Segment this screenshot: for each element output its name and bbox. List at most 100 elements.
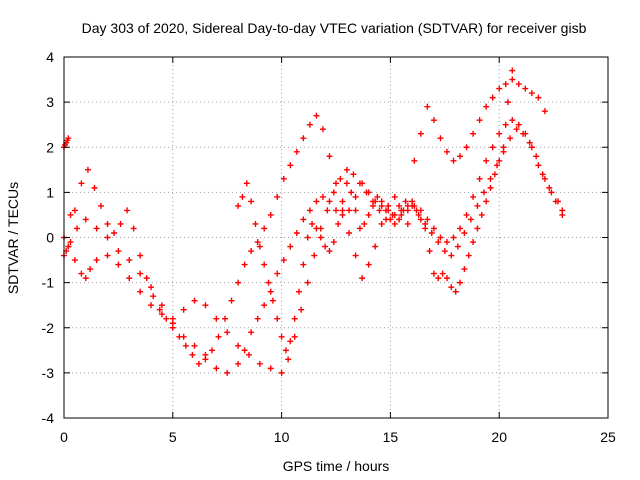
data-point [274,270,281,277]
data-point [483,103,490,110]
data-point [457,279,464,286]
data-point [404,220,411,227]
data-point [287,338,294,345]
data-point [93,257,100,264]
data-point [424,216,431,223]
data-point [104,252,111,259]
data-point [509,67,516,74]
data-point [93,225,100,232]
data-point [520,130,527,137]
data-point [282,347,289,354]
data-point [306,121,313,128]
data-point [450,157,457,164]
data-point [522,85,529,92]
data-point [248,329,255,336]
data-point [224,329,231,336]
data-point [191,297,198,304]
data-point [298,306,305,313]
data-point [383,207,390,214]
y-tick-label: -3 [42,365,55,381]
y-tick-label: 3 [46,94,54,110]
data-point [502,121,509,128]
data-point [326,248,333,255]
data-point [346,207,353,214]
data-point [280,175,287,182]
data-point [300,216,307,223]
data-point [496,157,503,164]
data-point [115,248,122,255]
chart-title: Day 303 of 2020, Sidereal Day-to-day VTE… [82,20,587,36]
x-tick-label: 25 [600,429,616,445]
data-point [461,229,468,236]
data-point [337,175,344,182]
data-point [528,90,535,97]
y-tick-label: 4 [46,49,54,65]
data-point [309,220,316,227]
data-point [489,144,496,151]
data-point [391,220,398,227]
data-point [130,225,137,232]
y-tick-label: 1 [46,184,54,200]
data-point [533,153,540,160]
data-point [241,347,248,354]
data-point [491,171,498,178]
data-point [372,243,379,250]
data-point [548,189,555,196]
data-point [496,130,503,137]
series-track-a [61,117,566,376]
data-point [430,270,437,277]
data-point [67,239,74,246]
data-point [158,302,165,309]
data-point [463,144,470,151]
data-point [254,315,261,322]
data-point [285,356,292,363]
data-point [156,306,163,313]
data-point [169,324,176,331]
data-point [415,211,422,218]
data-point [378,220,385,227]
data-point [293,148,300,155]
data-point [71,257,78,264]
data-point [352,193,359,200]
data-point [300,135,307,142]
data-point [280,257,287,264]
data-point [535,162,542,169]
data-point [389,211,396,218]
data-point [311,252,318,259]
data-point [333,207,339,214]
data-point [228,297,235,304]
data-point [245,351,252,358]
data-point [430,225,437,232]
data-point [535,94,542,101]
data-point [335,220,342,227]
data-point [291,315,298,322]
data-point [457,225,464,232]
data-point [213,315,220,322]
data-point [507,135,514,142]
data-point [82,216,89,223]
data-point [457,153,464,160]
data-point [267,288,274,295]
data-point [467,216,474,223]
data-point [426,248,433,255]
data-point [78,270,85,277]
data-point [526,139,533,146]
data-point [137,288,144,295]
data-point [117,220,124,227]
data-point [278,333,285,340]
data-point [385,202,392,209]
data-point [293,229,300,236]
data-point [541,175,548,182]
data-point [437,234,444,241]
data-point [365,261,372,268]
data-point [241,261,248,268]
data-point [369,202,376,209]
y-axis-label: SDTVAR / TECUs [5,182,21,294]
data-point [443,275,450,282]
series-track-d [235,67,516,354]
data-point [300,261,307,268]
data-point [546,184,553,191]
data-point [448,284,455,291]
data-point [248,198,255,205]
